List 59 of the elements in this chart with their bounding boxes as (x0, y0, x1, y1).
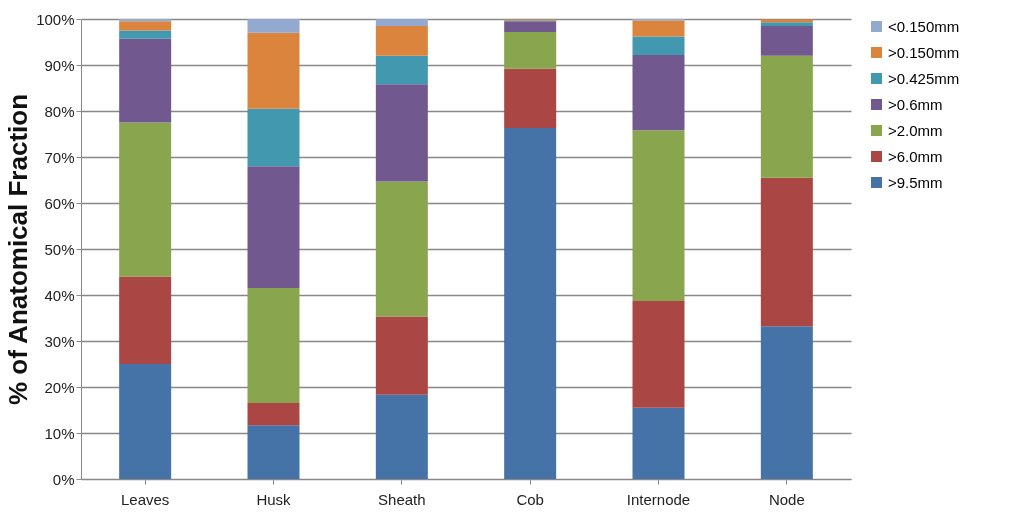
bar (760, 177, 813, 327)
y-tick-label: 80% (44, 102, 75, 120)
bar (375, 316, 428, 395)
bar (375, 394, 428, 479)
bar (632, 20, 685, 37)
legend-label: >6.0mm (888, 147, 943, 165)
bar (504, 21, 557, 32)
y-tick-label: 20% (44, 378, 75, 396)
x-tick-label: Leaves (120, 490, 170, 508)
bar (119, 364, 172, 479)
y-tick-label: 30% (44, 332, 75, 350)
y-tick-label: 90% (44, 56, 75, 74)
bar (247, 32, 300, 109)
bar (247, 108, 300, 167)
bar (375, 55, 428, 85)
x-tick-label: Cob (516, 490, 544, 508)
bar (760, 25, 813, 56)
bar (760, 55, 813, 178)
bar (760, 326, 813, 479)
bar (375, 84, 428, 182)
bar (247, 425, 300, 479)
y-tick-label: 10% (44, 424, 75, 442)
y-tick-label: 100% (36, 10, 75, 28)
y-tick-label: 70% (44, 148, 75, 166)
bar (119, 30, 172, 39)
y-tick-label: 0% (52, 470, 75, 488)
legend-label: >9.5mm (888, 173, 943, 191)
bar (375, 181, 428, 317)
x-tick-label: Internode (626, 490, 691, 508)
legend-label: >2.0mm (888, 121, 943, 139)
bar (247, 166, 300, 289)
x-tick-label: Husk (256, 490, 292, 508)
bar (632, 300, 685, 408)
bar (632, 130, 685, 301)
legend-label: <0.150mm (888, 17, 960, 35)
bar (375, 19, 428, 26)
bar (119, 276, 172, 364)
y-tick-label: 40% (44, 286, 75, 304)
legend-label: >0.6mm (888, 95, 943, 113)
bar (632, 407, 685, 479)
bar (504, 128, 557, 479)
y-tick-label: 60% (44, 194, 75, 212)
bar (119, 21, 172, 31)
bar (504, 31, 557, 69)
bar (247, 19, 300, 33)
bar (119, 122, 172, 277)
bar (247, 288, 300, 404)
legend-label: >0.425mm (888, 69, 960, 87)
bar (504, 68, 557, 129)
bar (632, 36, 685, 55)
x-tick-label: Sheath (378, 490, 426, 508)
y-tick-label: 50% (44, 240, 75, 258)
y-axis-title: % of Anatomical Fraction (3, 93, 34, 406)
legend-label: >0.150mm (888, 43, 960, 61)
bar (375, 25, 428, 56)
x-tick-label: Node (768, 490, 805, 508)
bar (119, 38, 172, 123)
bar (632, 54, 685, 131)
bar (247, 403, 300, 426)
